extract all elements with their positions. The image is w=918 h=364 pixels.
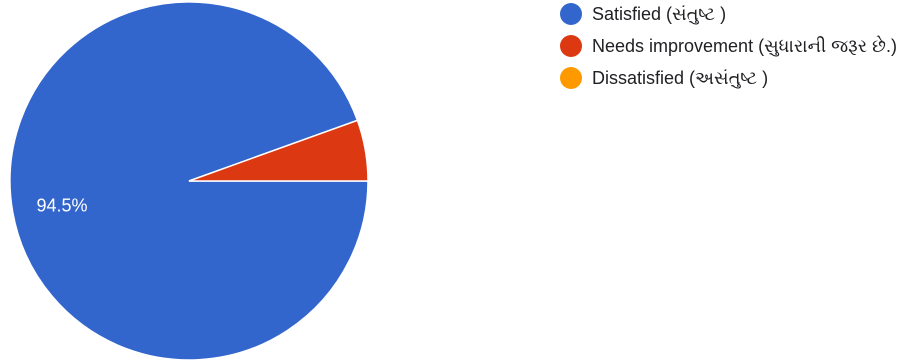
legend-item-dissatisfied[interactable]: Dissatisfied (અસંતુષ્ટ ) (560, 66, 916, 90)
legend-swatch-dissatisfied (560, 67, 582, 89)
legend-label-needs-improvement: Needs improvement (સુધારાની જરૂર છે.) (592, 36, 897, 56)
legend-label-dissatisfied: Dissatisfied (અસંતુષ્ટ ) (592, 68, 769, 88)
legend-item-needs-improvement[interactable]: Needs improvement (સુધારાની જરૂર છે.) (560, 34, 916, 58)
pie-slice-needs-improvement[interactable] (188, 119, 369, 182)
legend: Satisfied (સંતુષ્ટ ) Needs improvement (… (560, 2, 916, 98)
legend-swatch-needs-improvement (560, 35, 582, 57)
legend-item-satisfied[interactable]: Satisfied (સંતુષ્ટ ) (560, 2, 916, 26)
pie-chart-svg: 94.5% (9, 1, 369, 361)
slice-label-satisfied: 94.5% (36, 195, 87, 215)
legend-label-satisfied: Satisfied (સંતુષ્ટ ) (592, 4, 727, 24)
legend-swatch-satisfied (560, 3, 582, 25)
